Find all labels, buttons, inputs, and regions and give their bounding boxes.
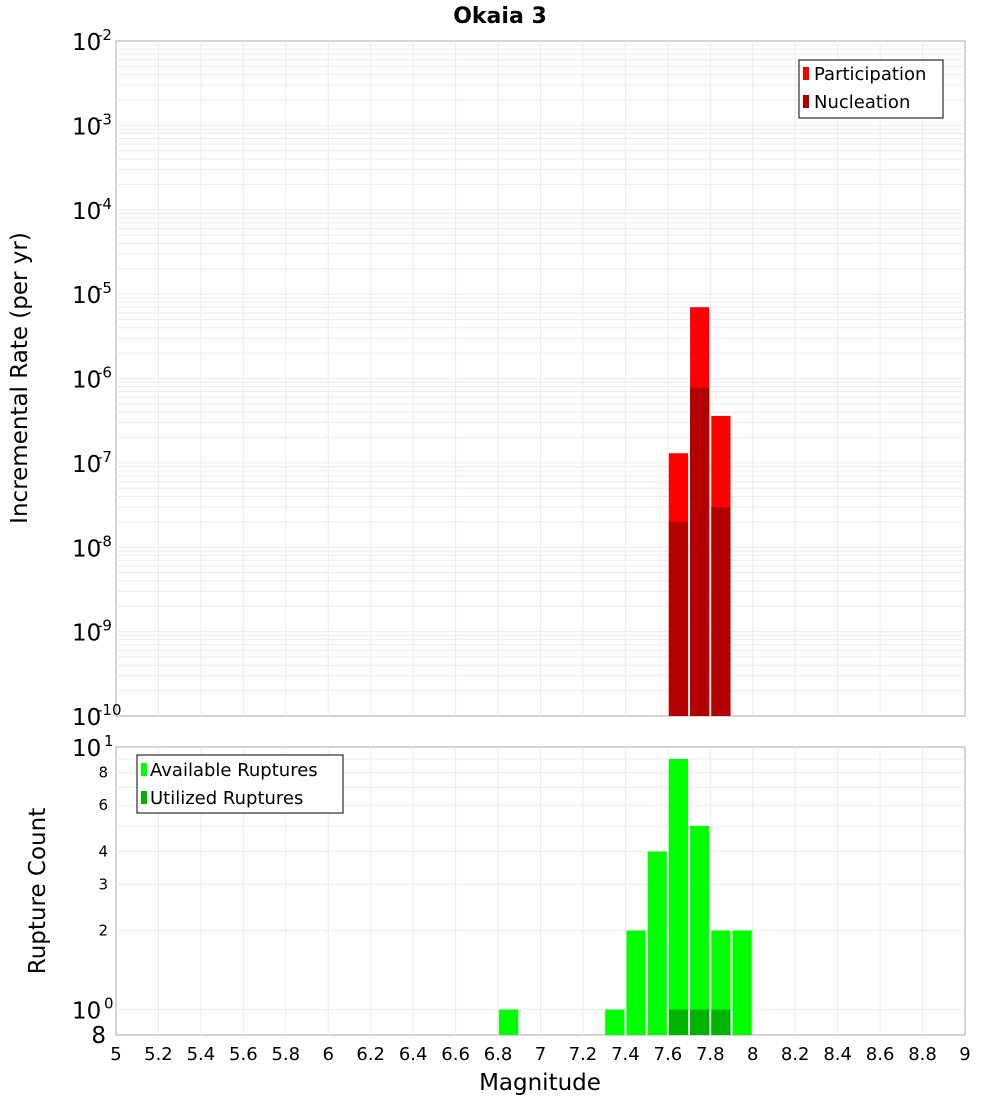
y-tick-exponent: 1 (104, 732, 114, 750)
x-ticks: 5 5.2 5.4 5.6 5.8 6 6.2 6.4 6.6 6.8 7 7.2 7.4 7.6 7.8 8… (110, 1044, 970, 1065)
nucleation-bar (711, 507, 730, 716)
y-tick-label: 3 (98, 875, 108, 893)
x-tick-label: 8.4 (823, 1044, 852, 1065)
utilized-ruptures-bar (711, 1010, 730, 1035)
bottom-legend: Available Ruptures Utilized Ruptures (137, 755, 343, 813)
legend-label-available: Available Ruptures (150, 760, 318, 781)
utilized-ruptures-bar (690, 1010, 709, 1035)
x-tick-label: 5.4 (187, 1044, 216, 1065)
x-tick-label: 6.6 (441, 1044, 470, 1065)
available-ruptures-bar (648, 851, 667, 1035)
y-tick-label: 2 (98, 922, 108, 940)
y-tick-exponent: -8 (97, 532, 112, 550)
x-tick-label: 9 (959, 1044, 970, 1065)
y-tick-exponent: -4 (97, 195, 112, 213)
y-tick-exponent: -5 (97, 279, 112, 297)
x-tick-label: 7.6 (654, 1044, 683, 1065)
nucleation-bar (690, 388, 709, 716)
available-ruptures-bar (669, 759, 688, 1035)
x-tick-label: 7.4 (611, 1044, 640, 1065)
y-tick-label: 6 (98, 796, 108, 814)
legend-swatch-nucleation (803, 95, 809, 108)
x-tick-label: 8 (747, 1044, 758, 1065)
x-tick-label: 5.6 (229, 1044, 258, 1065)
legend-swatch-utilized (141, 791, 147, 804)
available-ruptures-bar (733, 931, 752, 1035)
available-ruptures-bar (690, 826, 709, 1035)
y-tick-exponent: -9 (97, 617, 112, 635)
x-tick-label: 8.6 (866, 1044, 895, 1065)
x-axis-label: Magnitude (479, 1070, 601, 1096)
x-tick-label: 6.8 (484, 1044, 513, 1065)
legend-label-nucleation: Nucleation (814, 92, 910, 113)
available-ruptures-bar (626, 931, 645, 1035)
x-tick-label: 7.2 (569, 1044, 598, 1065)
y-tick-exponent: -2 (97, 26, 112, 44)
legend-swatch-available (141, 763, 147, 776)
x-tick-label: 6.2 (356, 1044, 385, 1065)
nucleation-bar (669, 522, 688, 716)
y-tick-label: 10 (72, 999, 101, 1025)
x-tick-label: 8.2 (781, 1044, 810, 1065)
utilized-ruptures-bar (669, 1010, 688, 1035)
x-tick-label: 8.8 (908, 1044, 937, 1065)
legend-swatch-participation (803, 67, 809, 80)
x-tick-label: 7.8 (696, 1044, 725, 1065)
y-tick-label: 8 (98, 763, 108, 781)
y-tick-exponent: 0 (104, 995, 114, 1013)
x-tick-label: 5 (110, 1044, 121, 1065)
y-tick-exponent: -10 (97, 701, 122, 719)
legend-label-participation: Participation (814, 64, 926, 85)
y-tick-exponent: -6 (97, 364, 112, 382)
x-tick-label: 5.2 (144, 1044, 173, 1065)
top-y-ticks: 10-210-310-410-510-610-710-810-910-10 (72, 26, 122, 731)
top-grid (116, 41, 965, 716)
x-tick-label: 6 (323, 1044, 334, 1065)
top-panel: 10-210-310-410-510-610-710-810-910-10 In… (7, 26, 965, 731)
chart-title: Okaia 3 (453, 4, 547, 29)
available-ruptures-bar (499, 1010, 518, 1035)
top-y-axis-label: Incremental Rate (per yr) (7, 232, 33, 524)
x-tick-label: 6.4 (399, 1044, 428, 1065)
available-ruptures-bar (605, 1010, 624, 1035)
y-tick-label: 8 (91, 1023, 106, 1049)
bottom-y-axis-label: Rupture Count (25, 808, 51, 974)
x-tick-label: 5.8 (271, 1044, 300, 1065)
top-legend: Participation Nucleation (799, 60, 943, 118)
y-tick-label: 10 (72, 736, 101, 762)
x-tick-label: 7 (535, 1044, 546, 1065)
y-tick-exponent: -3 (97, 110, 112, 128)
y-tick-exponent: -7 (97, 448, 112, 466)
y-tick-label: 4 (98, 842, 108, 860)
legend-label-utilized: Utilized Ruptures (150, 788, 303, 809)
